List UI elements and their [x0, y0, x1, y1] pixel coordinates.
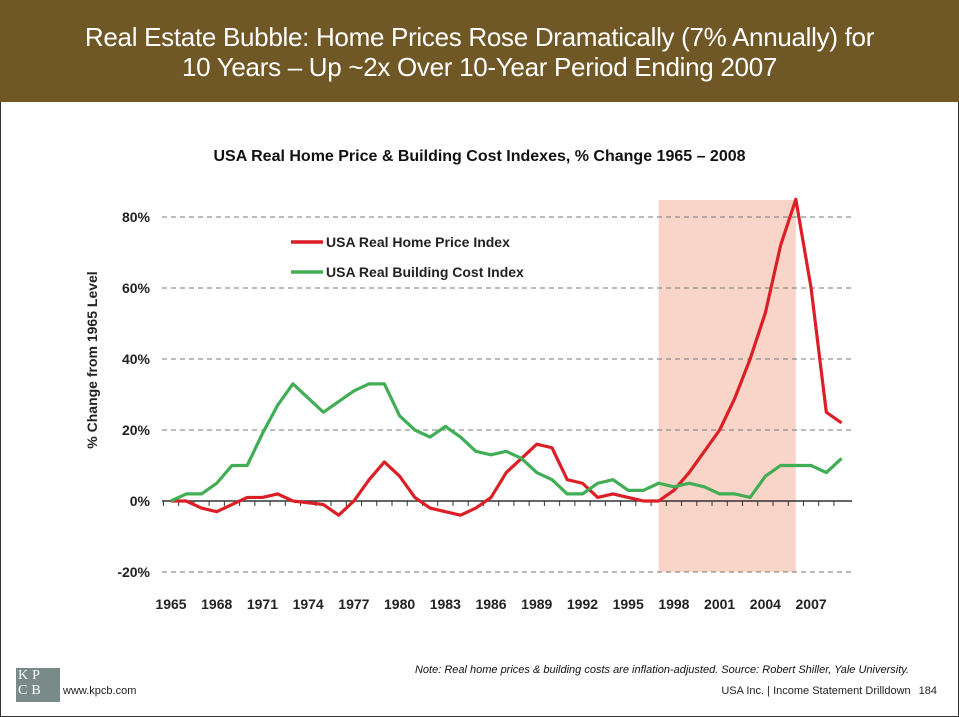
x-tick-label: 1971 [247, 596, 278, 612]
doc-label: USA Inc. | Income Statement Drilldown [721, 685, 911, 697]
slide-title-line2: 10 Years – Up ~2x Over 10-Year Period En… [181, 52, 778, 82]
page-number: 184 [918, 685, 937, 697]
x-tick-label: 1995 [613, 596, 644, 612]
y-tick-label: -20% [117, 564, 150, 580]
website-link[interactable]: www.kpcb.com [63, 685, 137, 697]
y-tick-label: 40% [122, 351, 151, 367]
x-tick-label: 2004 [750, 596, 781, 612]
x-tick-label: 2007 [796, 596, 827, 612]
x-tick-label: 2001 [704, 596, 735, 612]
x-tick-label: 1983 [430, 596, 461, 612]
y-tick-label: 0% [130, 493, 151, 509]
footer-doc-label: USA Inc. | Income Statement Drilldown 184 [721, 685, 937, 697]
x-tick-label: 1992 [567, 596, 598, 612]
chart-title: USA Real Home Price & Building Cost Inde… [213, 148, 746, 165]
x-tick-label: 1980 [384, 596, 415, 612]
x-tick-label: 1998 [658, 596, 689, 612]
slide-header: Real Estate Bubble: Home Prices Rose Dra… [0, 0, 959, 102]
x-tick-label: 1977 [338, 596, 369, 612]
x-tick-label: 1986 [475, 596, 506, 612]
bubble-highlight [658, 200, 796, 572]
logo-top: KP [18, 668, 44, 683]
x-tick-label: 1974 [293, 596, 324, 612]
x-tick-label: 1968 [201, 596, 232, 612]
logo-bottom: CB [18, 683, 45, 698]
y-tick-label: 60% [122, 280, 151, 296]
y-tick-label: 80% [122, 209, 151, 225]
slide-title-line1: Real Estate Bubble: Home Prices Rose Dra… [84, 22, 875, 52]
y-tick-label: 20% [122, 422, 151, 438]
y-axis-label: % Change from 1965 Level [84, 271, 100, 448]
x-tick-label: 1989 [521, 596, 552, 612]
kpcb-logo: KP CB [16, 668, 60, 702]
legend-label: USA Real Building Cost Index [326, 264, 524, 280]
x-tick-label: 1965 [155, 596, 186, 612]
legend-label: USA Real Home Price Index [326, 234, 510, 250]
source-note: Note: Real home prices & building costs … [414, 664, 909, 676]
